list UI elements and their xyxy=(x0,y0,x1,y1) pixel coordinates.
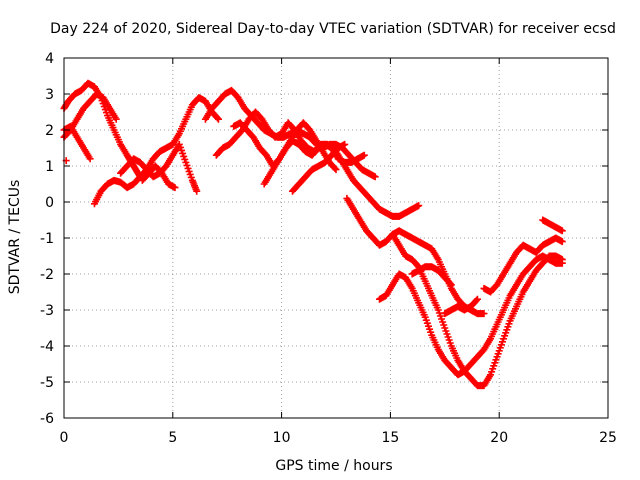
x-axis-label: GPS time / hours xyxy=(275,458,392,474)
x-tick-label: 20 xyxy=(490,430,508,446)
data-point xyxy=(415,202,423,210)
y-tick-label: -5 xyxy=(40,375,54,391)
data-point xyxy=(558,259,566,267)
y-tick-label: 1 xyxy=(45,159,54,175)
series-arc-15 xyxy=(376,252,566,379)
series-arc-19 xyxy=(539,216,566,235)
data-point xyxy=(332,166,340,174)
x-tick-label: 5 xyxy=(168,430,177,446)
series-arc-7 xyxy=(138,162,179,192)
data-point xyxy=(480,310,488,318)
data-point xyxy=(446,280,454,288)
y-axis-label: SDTVAR / TECUs xyxy=(7,180,23,295)
x-tick-label: 10 xyxy=(273,430,291,446)
data-points xyxy=(60,79,566,390)
x-tick-label: 15 xyxy=(381,430,399,446)
data-point xyxy=(360,151,368,159)
data-point xyxy=(213,114,221,122)
y-tick-label: -6 xyxy=(40,411,54,427)
y-tick-label: 0 xyxy=(45,195,54,211)
series-arc-17 xyxy=(441,295,481,318)
data-point xyxy=(558,227,566,235)
data-point xyxy=(558,238,566,246)
data-point xyxy=(86,155,94,163)
data-point xyxy=(331,164,339,172)
chart-title: Day 224 of 2020, Sidereal Day-to-day VTE… xyxy=(50,21,616,37)
x-tick-label: 25 xyxy=(599,430,617,446)
x-tick-label: 0 xyxy=(60,430,69,446)
data-point xyxy=(341,140,349,148)
data-point xyxy=(473,295,481,303)
series-arc-14 xyxy=(389,230,566,390)
data-point xyxy=(214,115,222,123)
data-point xyxy=(472,296,480,304)
data-point xyxy=(171,184,179,192)
y-tick-label: -3 xyxy=(40,303,54,319)
series-arc-11 xyxy=(260,119,340,188)
data-point xyxy=(447,281,455,289)
data-point xyxy=(112,115,120,123)
data-point xyxy=(371,173,379,181)
y-tick-label: 3 xyxy=(45,87,54,103)
y-tick-label: -2 xyxy=(40,267,54,283)
series-arc-12 xyxy=(288,140,349,195)
series-arc-18 xyxy=(480,234,566,296)
series-arc-16 xyxy=(408,263,455,289)
data-point xyxy=(193,187,201,195)
y-tick-label: 2 xyxy=(45,123,54,139)
y-tick-label: -4 xyxy=(40,339,54,355)
y-tick-label: 4 xyxy=(45,51,54,67)
y-tick-label: -1 xyxy=(40,231,54,247)
x-axis: 0 5 10 15 20 25 xyxy=(60,58,617,446)
y-axis: -6 -5 -4 -3 -2 -1 0 1 2 3 4 xyxy=(40,51,608,427)
